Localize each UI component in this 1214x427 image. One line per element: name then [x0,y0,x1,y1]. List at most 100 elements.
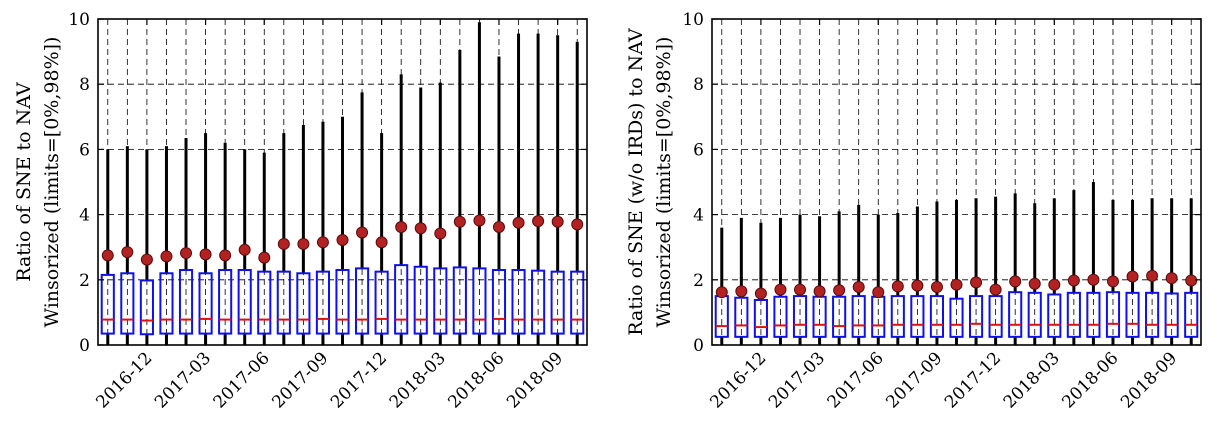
box [472,267,487,335]
y-tick-label: 2 [79,271,90,291]
mean-marker [512,216,525,229]
mean-marker [473,214,486,227]
mean-marker [813,285,826,298]
box [374,270,389,335]
mean-marker [375,236,388,249]
mean-marker [336,234,349,247]
mean-marker [754,287,767,300]
box [773,295,788,338]
box [198,272,213,335]
mean-marker [833,284,846,297]
plot-frame [711,18,1202,346]
box [910,295,925,338]
box [335,269,350,335]
mean-marker [1087,273,1100,286]
mean-marker [238,243,251,256]
box [1184,291,1199,338]
mean-marker [414,222,427,235]
box [139,279,154,336]
box [988,295,1003,338]
x-tick-label: 2017-12 [941,348,1005,412]
box [851,295,866,338]
mean-marker [316,236,329,249]
box [178,269,194,335]
box [218,269,233,335]
box [890,295,905,338]
mean-marker [219,249,232,262]
box [734,296,749,338]
y-tick-label: 4 [693,206,704,226]
box [929,295,945,338]
box [413,265,428,335]
box [1086,291,1101,338]
mean-marker [852,280,865,293]
x-tick-label: 2016-12 [706,348,770,412]
mean-marker [911,279,924,292]
y-tick-label: 8 [693,75,704,95]
x-tick-label: 2017-06 [210,348,274,412]
x-tick-label: 2018-03 [386,348,450,412]
mean-marker [121,246,134,259]
box [1164,292,1179,338]
x-tick-label: 2017-09 [882,348,946,412]
box [315,270,331,335]
mean-marker [101,249,114,262]
box [1125,291,1140,338]
mean-marker [1126,270,1139,283]
mean-marker [532,215,545,228]
mean-marker [160,250,173,263]
mean-marker [434,227,447,240]
mean-marker [1009,275,1022,288]
mean-marker [356,226,369,239]
mean-marker [1106,275,1119,288]
plot-frame [97,18,588,346]
box [296,272,311,335]
y-axis-title: Ratio of SNE (w/o IRDs) to NAV [625,28,647,336]
mean-marker [930,280,943,293]
y-tick-label: 2 [693,271,704,291]
x-tick-label: 2017-06 [824,348,888,412]
y-tick-label: 4 [79,206,90,226]
box [1047,293,1062,338]
x-tick-label: 2018-03 [1000,348,1064,412]
mean-marker [970,276,983,289]
mean-marker [199,248,212,261]
mean-marker [277,237,290,250]
mean-marker [492,220,505,233]
box [949,297,964,338]
mean-marker [715,286,728,299]
mean-marker [989,283,1002,296]
x-tick-label: 2017-03 [151,348,215,412]
box [1027,291,1042,338]
box [237,269,252,335]
mean-marker [1146,269,1159,282]
box [452,266,467,335]
box [1145,291,1160,338]
y-tick-label: 10 [68,10,90,30]
box [511,269,526,335]
box [159,272,174,335]
mean-marker [1165,272,1178,285]
box [491,269,507,335]
box [276,270,291,335]
mean-marker [735,285,748,298]
y-tick-label: 6 [693,140,704,160]
x-tick-label: 2018-09 [503,348,567,412]
box [550,270,565,335]
x-tick-label: 2017-03 [765,348,829,412]
y-tick-label: 0 [693,336,704,356]
box [354,267,370,335]
mean-marker [794,283,807,296]
mean-marker [140,253,153,266]
box [1105,291,1121,338]
box [531,269,546,335]
mean-marker [891,280,904,293]
mean-marker [453,215,466,228]
mean-marker [258,251,271,264]
mean-marker [297,237,310,250]
box [1066,291,1081,338]
x-tick-label: 2017-09 [268,348,332,412]
box [257,270,272,335]
box [100,273,115,335]
